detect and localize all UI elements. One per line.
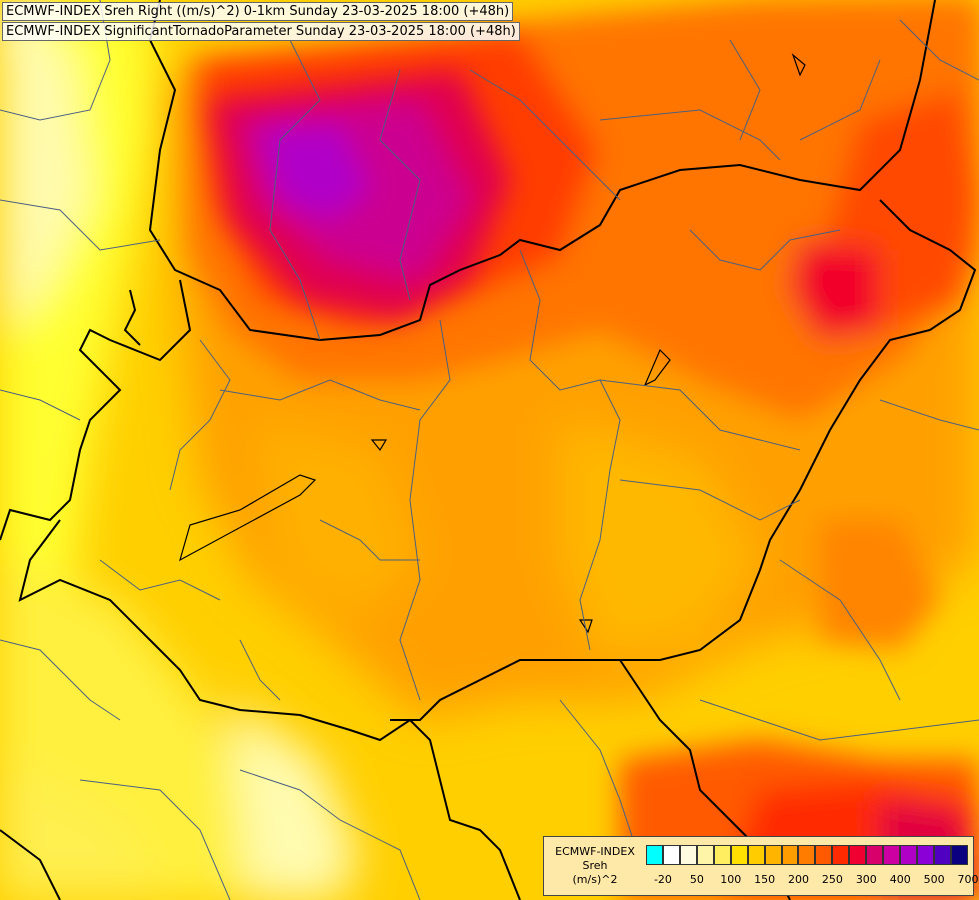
legend-swatch	[696, 845, 714, 865]
legend-swatch	[883, 845, 901, 865]
legend-tick-label: 500	[923, 873, 945, 886]
legend-variable: Sreh	[582, 859, 608, 872]
legend-tick-label: -20	[653, 873, 672, 886]
legend-swatch	[747, 845, 765, 865]
legend-tick-label: 400	[889, 873, 911, 886]
legend-swatch	[849, 845, 867, 865]
legend-swatch	[730, 845, 748, 865]
legend-label: ECMWF-INDEX Sreh (m/s)^2	[548, 845, 642, 887]
legend-source: ECMWF-INDEX	[555, 845, 635, 858]
legend-swatch	[781, 845, 799, 865]
legend-swatch	[798, 845, 816, 865]
legend-swatch	[646, 845, 663, 865]
field-max-core	[210, 70, 510, 320]
legend-tick-label: 200	[788, 873, 810, 886]
legend-swatch	[950, 845, 968, 865]
legend-tick-label: 150	[754, 873, 776, 886]
legend-swatch	[900, 845, 917, 865]
legend-swatch	[713, 845, 731, 865]
legend-tick-label: 700	[957, 873, 979, 886]
legend-swatch	[815, 845, 833, 865]
map-title-line-2: ECMWF-INDEX SignificantTornadoParameter …	[2, 22, 520, 41]
legend-unit: (m/s)^2	[572, 873, 618, 886]
legend-tick-label: 250	[821, 873, 843, 886]
legend-swatch	[662, 845, 680, 865]
legend-swatch	[679, 845, 697, 865]
legend-ticks: -20 50 100 150 200 250 300 400 500 700	[646, 873, 979, 889]
legend-swatch	[866, 845, 884, 865]
legend-swatch	[917, 845, 934, 865]
legend-tick-label: 100	[720, 873, 742, 886]
legend-swatch	[832, 845, 850, 865]
legend-swatch	[933, 845, 951, 865]
map-title-line-1: ECMWF-INDEX Sreh Right ((m/s)^2) 0-1km S…	[2, 2, 514, 21]
legend-tick-label: 50	[689, 873, 704, 886]
legend-swatches	[646, 845, 968, 865]
legend-tick-label: 300	[855, 873, 877, 886]
color-legend: ECMWF-INDEX Sreh (m/s)^2 -20 50 100 150 200 2…	[543, 836, 979, 896]
legend-swatch	[764, 845, 782, 865]
